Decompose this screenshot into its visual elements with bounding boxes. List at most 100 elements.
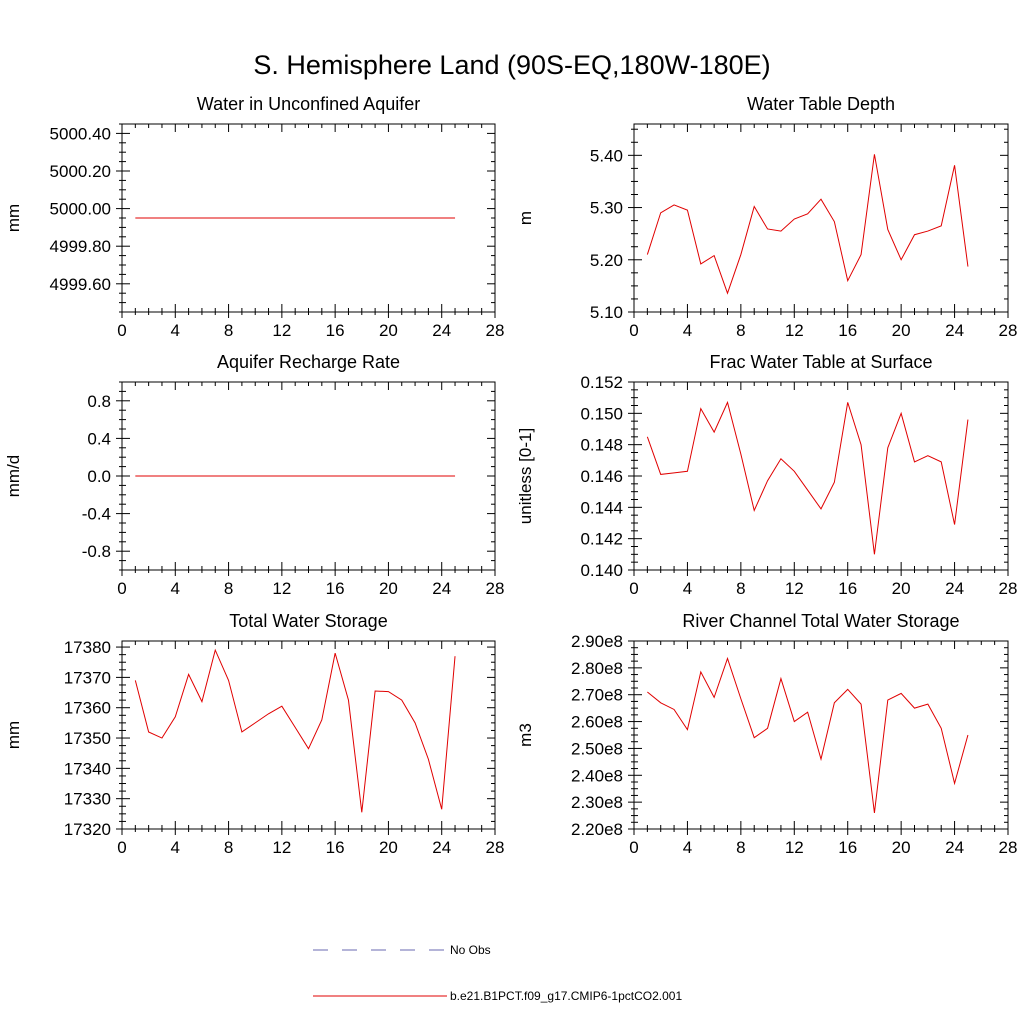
- y-axis-label: mm: [4, 721, 23, 749]
- x-tick-label: 8: [224, 321, 233, 340]
- x-tick-label: 20: [892, 838, 911, 857]
- y-tick-label: 17370: [64, 668, 111, 687]
- x-tick-label: 8: [736, 321, 745, 340]
- x-tick-label: 16: [326, 579, 345, 598]
- legend: No Obs b.e21.B1PCT.f09_g17.CMIP6-1pctCO2…: [313, 943, 682, 1003]
- panels: Water in Unconfined Aquifer mm 0 4 8 12 16 20 24…: [4, 94, 1017, 857]
- x-tick-label: 0: [629, 579, 638, 598]
- x-tick-label: 12: [785, 579, 804, 598]
- x-tick-label: 20: [892, 321, 911, 340]
- y-tick-label: 0.150: [580, 404, 623, 423]
- y-tick-label: 2.30e8: [571, 793, 623, 812]
- y-axis-label: unitless [0-1]: [516, 428, 535, 524]
- series-line: [647, 656, 969, 813]
- x-tick-label: 16: [838, 321, 857, 340]
- x-tick-label: 20: [379, 579, 398, 598]
- x-tick-label: 28: [999, 321, 1018, 340]
- x-tick-label: 8: [736, 579, 745, 598]
- y-tick-label: 17360: [64, 699, 111, 718]
- panel-river-channel-total-water-storage: River Channel Total Water Storage m3 0 4 8 12…: [516, 611, 1017, 857]
- y-tick-label: 2.40e8: [571, 766, 623, 785]
- y-axis-label: m: [516, 211, 535, 225]
- x-tick-label: 24: [432, 579, 451, 598]
- x-tick-label: 28: [999, 838, 1018, 857]
- x-tick-label: 0: [117, 321, 126, 340]
- x-tick-label: 24: [945, 579, 964, 598]
- y-tick-label: 5000.20: [50, 162, 111, 181]
- x-tick-label: 0: [117, 838, 126, 857]
- y-tick-label: 17330: [64, 790, 111, 809]
- y-axis-label: mm/d: [4, 455, 23, 498]
- x-tick-label: 8: [224, 838, 233, 857]
- panel-total-water-storage: Total Water Storage mm 0 4 8 12 16 20 24 28 17320 1…: [4, 611, 504, 857]
- x-tick-label: 12: [785, 321, 804, 340]
- y-axis-label: mm: [4, 204, 23, 232]
- x-tick-label: 0: [629, 838, 638, 857]
- x-tick-label: 4: [171, 321, 180, 340]
- x-tick-label: 12: [272, 838, 291, 857]
- series-line: [646, 400, 969, 555]
- y-tick-label: 2.80e8: [571, 659, 623, 678]
- legend-label-model-run: b.e21.B1PCT.f09_g17.CMIP6-1pctCO2.001: [450, 989, 682, 1003]
- x-tick-label: 4: [683, 838, 692, 857]
- legend-label-no-obs: No Obs: [450, 943, 491, 957]
- x-tick-label: 28: [486, 838, 505, 857]
- x-tick-label: 16: [326, 838, 345, 857]
- y-axis-label: m3: [516, 723, 535, 747]
- x-tick-label: 20: [892, 579, 911, 598]
- panel-title: River Channel Total Water Storage: [682, 611, 959, 631]
- x-tick-label: 4: [171, 579, 180, 598]
- y-tick-label: 5.30: [590, 199, 623, 218]
- panel-water-table-depth: Water Table Depth m 0 4 8 12 16 20 24 28 5.10 5.20 5…: [516, 94, 1017, 340]
- y-tick-label: 4999.60: [50, 275, 111, 294]
- y-tick-label: 0.140: [580, 561, 623, 580]
- x-tick-label: 24: [432, 321, 451, 340]
- y-tick-label: 17320: [64, 820, 111, 839]
- panel-water-in-unconfined-aquifer: Water in Unconfined Aquifer mm 0 4 8 12 16 20 24…: [4, 94, 504, 340]
- y-tick-label: 0.4: [87, 429, 111, 448]
- main-title: S. Hemisphere Land (90S-EQ,180W-180E): [253, 50, 770, 80]
- y-tick-label: 2.70e8: [571, 686, 623, 705]
- y-tick-label: 17350: [64, 729, 111, 748]
- x-tick-label: 20: [379, 321, 398, 340]
- plot-frame: [633, 123, 1009, 313]
- x-tick-label: 28: [999, 579, 1018, 598]
- y-tick-label: -0.4: [82, 505, 111, 524]
- x-tick-label: 24: [432, 838, 451, 857]
- y-tick-label: 0.8: [87, 392, 111, 411]
- x-tick-label: 12: [785, 838, 804, 857]
- series-line: [134, 648, 456, 813]
- x-tick-label: 20: [379, 838, 398, 857]
- x-tick-label: 28: [486, 321, 505, 340]
- panel-frac-water-table-at-surface: Frac Water Table at Surface unitless [0-1…: [516, 352, 1017, 598]
- x-tick-label: 0: [629, 321, 638, 340]
- y-tick-label: 2.50e8: [571, 739, 623, 758]
- x-tick-label: 0: [117, 579, 126, 598]
- panel-title: Water Table Depth: [747, 94, 895, 114]
- x-tick-label: 12: [272, 321, 291, 340]
- x-tick-label: 24: [945, 321, 964, 340]
- panel-aquifer-recharge-rate: Aquifer Recharge Rate mm/d 0 4 8 12 16 20 24 28 -0…: [4, 352, 504, 598]
- y-tick-label: 17340: [64, 759, 111, 778]
- y-tick-label: 5.10: [590, 303, 623, 322]
- y-tick-label: 2.90e8: [571, 632, 623, 651]
- y-tick-label: -0.8: [82, 542, 111, 561]
- y-tick-label: 0.0: [87, 467, 111, 486]
- x-tick-label: 24: [945, 838, 964, 857]
- plot-frame: [633, 640, 1009, 830]
- y-tick-label: 4999.80: [50, 237, 111, 256]
- x-tick-label: 12: [272, 579, 291, 598]
- x-tick-label: 4: [683, 579, 692, 598]
- panel-title: Aquifer Recharge Rate: [217, 352, 400, 372]
- panel-title: Frac Water Table at Surface: [709, 352, 932, 372]
- y-tick-label: 5.20: [590, 251, 623, 270]
- x-tick-label: 16: [838, 838, 857, 857]
- y-tick-label: 0.152: [580, 373, 623, 392]
- y-tick-label: 5.40: [590, 146, 623, 165]
- x-tick-label: 16: [838, 579, 857, 598]
- panel-title: Total Water Storage: [229, 611, 387, 631]
- y-tick-label: 17380: [64, 638, 111, 657]
- y-tick-label: 0.144: [580, 498, 623, 517]
- x-tick-label: 28: [486, 579, 505, 598]
